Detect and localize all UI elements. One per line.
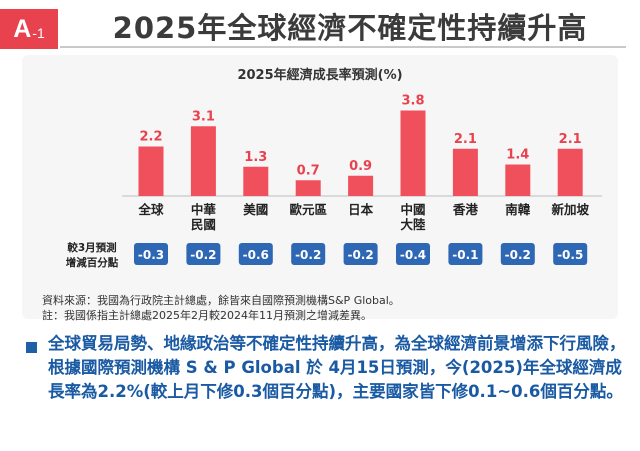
revision-row-label: 增減百分點 (66, 256, 119, 269)
category-label: 歐元區 (289, 202, 327, 217)
bar-value-label: 2.1 (454, 132, 477, 147)
bar (505, 164, 531, 196)
revision-value: -0.4 (400, 248, 426, 262)
revision-row-label: 較3月預測 (67, 241, 116, 254)
category-label: 民國 (191, 217, 216, 232)
revision-badge (134, 243, 168, 265)
revision-value: -0.1 (452, 248, 478, 262)
title-divider (60, 46, 626, 48)
revision-badge (186, 243, 221, 265)
bar-value-label: 3.8 (401, 94, 424, 109)
revision-badge (291, 243, 326, 265)
bar (243, 166, 269, 196)
source-note: 資料來源：我國為行政院主計總處，餘皆來自國際預測機構S&P Global。 (42, 294, 400, 307)
badge-subscript: -1 (32, 25, 45, 41)
bar-value-label: 2.2 (139, 130, 162, 145)
revision-value: -0.6 (243, 248, 269, 262)
bar-value-label: 0.7 (297, 163, 320, 178)
summary-text: 全球貿易局勢、地緣政治等不確定性持續升高，為全球經濟前景增添下行風險，根據國際預… (48, 334, 626, 401)
category-label: 大陸 (400, 217, 426, 232)
bar (190, 126, 216, 196)
category-label: 中華 (191, 202, 217, 217)
revision-badge (553, 243, 588, 265)
bar-value-label: 1.3 (244, 150, 267, 165)
category-label: 日本 (348, 202, 374, 217)
revision-value: -0.2 (295, 248, 321, 262)
section-badge: A -1 (0, 9, 58, 49)
revision-value: -0.5 (557, 248, 583, 262)
category-label: 中國 (400, 202, 425, 217)
revision-value: -0.2 (505, 248, 531, 262)
revision-badge (500, 243, 535, 265)
category-label: 南韓 (505, 202, 531, 217)
revision-value: -0.3 (138, 248, 164, 262)
bar-value-label: 0.9 (349, 159, 372, 174)
bar-value-label: 1.4 (506, 148, 529, 163)
category-label: 新加坡 (551, 202, 589, 217)
page-title: 2025年全球經濟不確定性持續升高 (112, 11, 588, 45)
category-label: 美國 (243, 202, 268, 217)
chart-title: 2025年經濟成長率預測(%) (237, 67, 402, 83)
revision-value: -0.2 (190, 248, 216, 262)
bar (295, 180, 321, 196)
revision-badge (343, 243, 378, 265)
bar-value-label: 3.1 (192, 109, 215, 124)
bar-value-label: 2.1 (559, 132, 582, 147)
revision-badge (396, 243, 430, 265)
category-label: 全球 (137, 202, 164, 217)
category-label: 香港 (452, 202, 479, 217)
summary-bullet-icon (26, 342, 37, 353)
revision-badge (238, 243, 273, 265)
chart-card: 2025年經濟成長率預測(%) 2.2 全球 -0.3 3.1 中華 民國 -0.2 1.3 美國… (22, 55, 618, 319)
revision-badge (448, 243, 483, 265)
bar (557, 148, 583, 196)
bar (400, 110, 426, 196)
bar (452, 148, 478, 196)
revision-value: -0.2 (347, 248, 373, 262)
bar (348, 175, 374, 196)
footnote: 註：我國係指主計總處2025年2月較2024年11月預測之增減差異。 (42, 309, 372, 322)
bar (138, 146, 164, 196)
badge-letter: A (13, 14, 32, 43)
